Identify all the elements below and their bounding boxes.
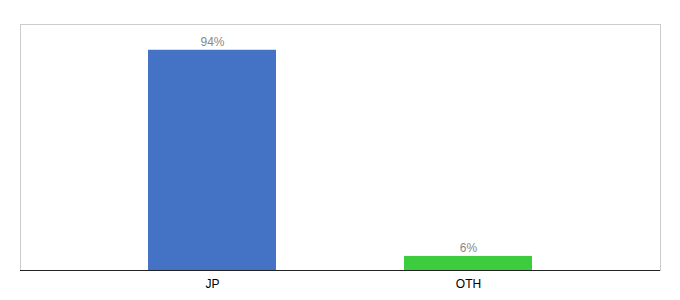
svg-text:JP: JP: [205, 277, 219, 291]
svg-text:OTH: OTH: [456, 277, 481, 291]
svg-text:6%: 6%: [460, 241, 478, 255]
svg-text:94%: 94%: [200, 35, 224, 49]
